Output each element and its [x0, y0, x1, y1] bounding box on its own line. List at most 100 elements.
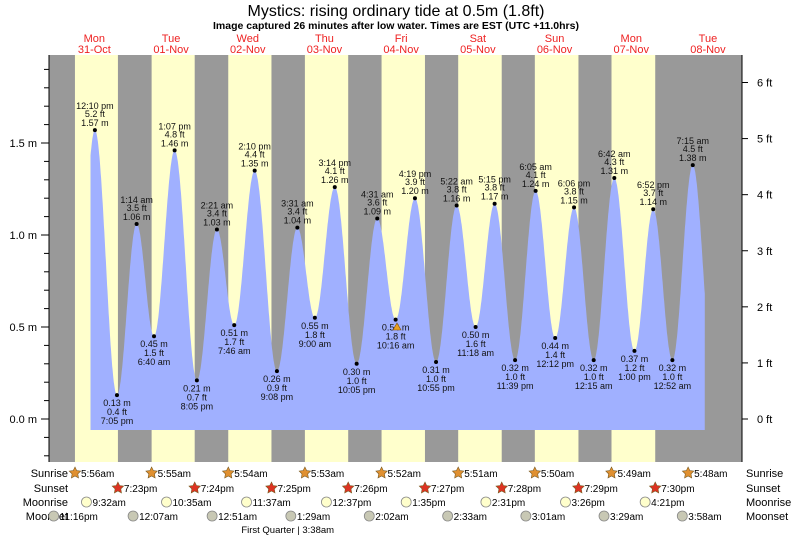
moonrise-icon	[81, 496, 92, 508]
low-tide-point	[312, 315, 317, 320]
high-tide-label: 5.2 ft	[85, 109, 106, 119]
sunrise-row-label-right: Sunrise	[746, 468, 783, 480]
low-tide-point	[393, 317, 398, 322]
low-tide-label: 0.9 ft	[267, 383, 288, 393]
moonrise-time: 1:35pm	[412, 498, 445, 509]
low-tide-label: 0.55 m	[301, 321, 329, 331]
y-tick-label-m: 1.5 m	[9, 138, 37, 150]
high-tide-point	[612, 175, 617, 180]
moonrise-time: 2:31pm	[492, 498, 525, 509]
high-tide-label: 6:42 am	[598, 149, 631, 159]
tide-curve	[90, 130, 705, 430]
high-tide-point	[412, 196, 417, 201]
moon-phase-label: First Quarter | 3:38am	[241, 525, 334, 536]
high-tide-label: 2:21 am	[201, 200, 234, 210]
moonset-time: 2:33am	[454, 512, 487, 523]
moonset-row-label-right: Moonset	[746, 511, 788, 523]
sunrise-icon	[298, 466, 312, 479]
high-tide-label: 3.5 ft	[127, 203, 148, 213]
low-tide-point	[473, 325, 478, 329]
high-tide-label: 3.9 ft	[405, 177, 426, 187]
moonrise-time: 11:37am	[253, 498, 291, 509]
high-tide-point	[332, 185, 337, 190]
high-tide-point	[651, 207, 656, 212]
moonset-icon	[206, 510, 218, 522]
sunrise-icon	[221, 466, 235, 479]
low-tide-label: 7:05 pm	[101, 416, 134, 426]
low-tide-label: 0.51 m	[220, 328, 248, 338]
sunset-icon	[648, 481, 662, 494]
tide-area	[90, 130, 705, 430]
low-tide-label: 1:00 pm	[618, 372, 651, 382]
moonrise-icon	[161, 496, 172, 508]
high-tide-label: 5:22 am	[440, 177, 473, 187]
sunrise-time: 5:50am	[541, 469, 574, 480]
y-tick-label-ft: 1 ft	[757, 358, 772, 370]
day-date: 03-Nov	[307, 44, 343, 56]
low-tide-label: 0.7 ft	[187, 392, 208, 402]
sunrise-time: 5:54am	[234, 469, 267, 480]
low-tide-label: 0.31 m	[422, 365, 450, 375]
high-tide-label: 4.5 ft	[683, 144, 704, 154]
high-tide-label: 4:31 am	[361, 189, 394, 199]
sunset-time: 7:29pm	[584, 484, 617, 495]
high-tide-label: 1:14 am	[120, 195, 153, 205]
sunrise-time: 5:56am	[81, 469, 114, 480]
moonset-time: 2:02am	[375, 512, 408, 523]
low-tide-label: 0.44 m	[541, 341, 569, 351]
day-name: Mon	[621, 33, 642, 45]
day-date: 07-Nov	[614, 44, 650, 56]
moonset-icon	[598, 510, 610, 522]
sunset-icon	[265, 481, 278, 494]
moonrise-time: 3:26pm	[572, 498, 605, 509]
low-tide-label: 12:12 pm	[536, 359, 574, 369]
y-tick-label-m: 0.5 m	[9, 322, 37, 334]
high-tide-label: 4:19 pm	[399, 169, 432, 179]
moonset-icon	[363, 510, 375, 522]
high-tide-point	[454, 203, 459, 208]
sunrise-icon	[68, 466, 82, 479]
day-name: Mon	[84, 33, 105, 45]
low-tide-label: 12:52 am	[654, 381, 692, 391]
high-tide-label: 3.8 ft	[447, 185, 468, 195]
low-tide-label: 1.8 ft	[386, 332, 407, 342]
sunrise-time: 5:51am	[464, 469, 497, 480]
low-tide-label: 1.8 ft	[305, 330, 326, 340]
moonrise-icon	[321, 496, 332, 508]
y-tick-label-m: 1.0 m	[9, 230, 37, 242]
sunrise-time: 5:55am	[158, 469, 191, 480]
low-tide-label: 0.32 m	[501, 363, 529, 373]
day-name: Thu	[315, 33, 334, 45]
low-tide-point	[591, 358, 596, 363]
day-name: Sat	[470, 33, 487, 45]
low-tide-label: 1.0 ft	[426, 374, 447, 384]
sunset-time: 7:26pm	[354, 484, 387, 495]
high-tide-label: 1.17 m	[481, 192, 509, 202]
day-date: 04-Nov	[383, 44, 419, 56]
day-date: 05-Nov	[460, 44, 496, 56]
high-tide-point	[295, 225, 300, 230]
high-tide-point	[572, 205, 577, 210]
sunset-time: 7:23pm	[124, 484, 157, 495]
high-tide-label: 3.6 ft	[367, 197, 388, 207]
sunset-icon	[418, 481, 432, 494]
low-tide-point	[553, 336, 558, 341]
y-tick-label-ft: 5 ft	[757, 134, 772, 146]
low-tide-label: 9:08 pm	[261, 392, 294, 402]
low-tide-label: 10:55 pm	[417, 383, 455, 393]
sunrise-time: 5:48am	[694, 469, 727, 480]
low-tide-point	[354, 361, 359, 366]
current-tide-marker-icon	[392, 322, 402, 331]
high-tide-label: 1.57 m	[81, 118, 109, 128]
moonrise-row-label-right: Moonrise	[746, 497, 791, 509]
low-tide-point	[194, 378, 199, 383]
high-tide-label: 1.16 m	[443, 194, 471, 204]
low-tide-label: 0.30 m	[343, 367, 371, 377]
high-tide-label: 3:14 pm	[319, 158, 352, 168]
moonset-icon	[676, 510, 688, 522]
low-tide-label: 11:39 pm	[497, 381, 534, 391]
sunrise-icon	[145, 466, 158, 479]
high-tide-label: 1.31 m	[601, 166, 629, 176]
high-tide-point	[375, 216, 380, 221]
moonrise-icon	[639, 496, 651, 508]
